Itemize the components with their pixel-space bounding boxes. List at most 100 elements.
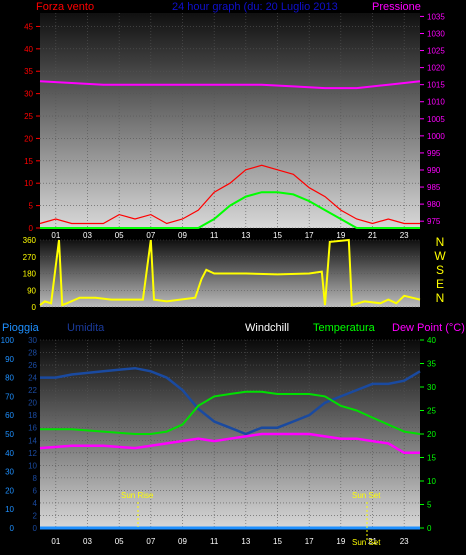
- wind-panel-series: [39, 80, 421, 229]
- rain-tick-label: 20: [5, 486, 14, 495]
- x-tick-label: 03: [83, 537, 92, 546]
- humidity-tick-label: 0: [33, 524, 38, 533]
- x-tick-label: 03: [83, 231, 92, 240]
- temperature-tick-label: 5: [427, 501, 432, 510]
- temperature-axis-x: 01 03 05 07 09 11 13 15 17 19 21 23: [51, 537, 409, 546]
- wind-tick-label: 20: [24, 134, 33, 143]
- pressure-tick-label: 980: [427, 200, 441, 209]
- pressure-tick-label: 1015: [427, 81, 445, 90]
- humidity-line: [40, 366, 421, 436]
- rain-tick-label: 10: [5, 505, 14, 514]
- temperature-tick-label: 0: [427, 524, 432, 533]
- wind-speed-line: [39, 164, 420, 225]
- x-tick-label: 21: [368, 537, 377, 546]
- direction-panel-series: [39, 238, 421, 307]
- wind-tick-label: 40: [24, 45, 33, 54]
- x-tick-label: 09: [178, 231, 187, 240]
- pressure-tick-label: 985: [427, 183, 441, 192]
- rain-tick-label: 70: [5, 392, 14, 401]
- temperature-tick-label: 35: [427, 360, 436, 369]
- chart-title: 24 hour graph (du: 20 Luglio 2013: [172, 1, 338, 13]
- temperature-axis: 0 5 10 15 20 25 30 35 40: [420, 336, 436, 533]
- humidity-label: Umidita: [67, 322, 105, 334]
- rain-tick-label: 80: [5, 374, 14, 383]
- rain-tick-label: 50: [5, 430, 14, 439]
- x-tick-label: 23: [400, 231, 409, 240]
- humidity-tick-label: 20: [28, 399, 37, 408]
- pressure-tick-label: 1030: [427, 29, 445, 38]
- wind-panel: [40, 13, 420, 228]
- direction-line: [39, 238, 421, 307]
- compass-letter: N: [436, 291, 445, 305]
- direction-tick-label: 270: [23, 253, 37, 262]
- wind-tick-label: 5: [29, 202, 34, 211]
- temperature-tick-label: 10: [427, 477, 436, 486]
- rain-tick-label: 100: [1, 336, 15, 345]
- x-tick-label: 05: [115, 231, 124, 240]
- humidity-tick-label: 10: [28, 461, 37, 470]
- temperature-panel-series: [39, 366, 421, 530]
- dewpoint-line: [39, 432, 420, 455]
- temperature-tick-label: 30: [427, 383, 436, 392]
- humidity-tick-label: 30: [28, 336, 37, 345]
- sunset-label: Sun Set: [352, 491, 381, 500]
- x-tick-label: 07: [146, 231, 155, 240]
- temperature-line: [40, 390, 421, 435]
- wind-tick-label: 15: [24, 157, 33, 166]
- x-tick-label: 15: [273, 537, 282, 546]
- x-tick-label: 11: [210, 231, 219, 240]
- wind-axis-left: 0 5 10 15 20 25 30 35 40 45: [24, 22, 40, 233]
- x-tick-label: 19: [336, 537, 345, 546]
- x-tick-label: 01: [51, 537, 60, 546]
- humidity-tick-label: 22: [28, 386, 37, 395]
- pressure-tick-label: 1020: [427, 64, 445, 73]
- humidity-tick-label: 4: [33, 499, 38, 508]
- rain-axis: 0 10 20 30 40 50 60 70 80 90 100: [1, 336, 15, 533]
- rain-tick-label: 60: [5, 411, 14, 420]
- temperature-tick-label: 15: [427, 454, 436, 463]
- pressure-tick-label: 1000: [427, 132, 445, 141]
- dewpoint-label: Dew Point (°C): [392, 322, 465, 334]
- pressure-tick-label: 990: [427, 166, 441, 175]
- x-tick-label: 01: [51, 231, 60, 240]
- sunset-label-bottom: Sun Set: [352, 538, 381, 547]
- pressure-label: Pressione: [372, 1, 421, 13]
- wind-axis-x: 01 03 05 07 09 11 13 15 17 19 21 23: [51, 231, 409, 240]
- humidity-tick-label: 16: [28, 424, 37, 433]
- x-tick-label: 05: [115, 537, 124, 546]
- direction-tick-label: 90: [27, 286, 36, 295]
- x-tick-label: 19: [336, 231, 345, 240]
- rain-label: Pioggia: [2, 322, 40, 334]
- x-tick-label: 11: [210, 537, 219, 546]
- wind-tick-label: 30: [24, 90, 33, 99]
- humidity-tick-label: 14: [28, 436, 37, 445]
- humidity-tick-label: 8: [33, 474, 38, 483]
- wind-tick-label: 35: [24, 67, 33, 76]
- temperature-label: Temperatura: [313, 322, 376, 334]
- x-tick-label: 13: [241, 537, 250, 546]
- pressure-tick-label: 995: [427, 149, 441, 158]
- humidity-tick-label: 6: [33, 486, 38, 495]
- x-tick-label: 21: [368, 231, 377, 240]
- sunrise-label: Sun Rise: [121, 491, 154, 500]
- rain-tick-label: 90: [5, 355, 14, 364]
- x-tick-label: 07: [146, 537, 155, 546]
- pressure-tick-label: 1005: [427, 115, 445, 124]
- humidity-tick-label: 28: [28, 349, 37, 358]
- temperature-tick-label: 20: [427, 430, 436, 439]
- temperature-panel-grid: [40, 339, 420, 529]
- wind-tick-label: 45: [24, 22, 33, 31]
- x-tick-label: 15: [273, 231, 282, 240]
- direction-tick-label: 0: [32, 303, 37, 312]
- wind-tick-label: 10: [24, 179, 33, 188]
- compass-letter: E: [436, 277, 444, 291]
- rain-tick-label: 0: [10, 524, 15, 533]
- wind-average-line: [40, 191, 420, 229]
- compass-letter: S: [436, 263, 444, 277]
- pressure-tick-label: 1035: [427, 12, 445, 21]
- x-tick-label: 17: [305, 537, 314, 546]
- humidity-tick-label: 12: [28, 449, 37, 458]
- x-tick-label: 13: [241, 231, 250, 240]
